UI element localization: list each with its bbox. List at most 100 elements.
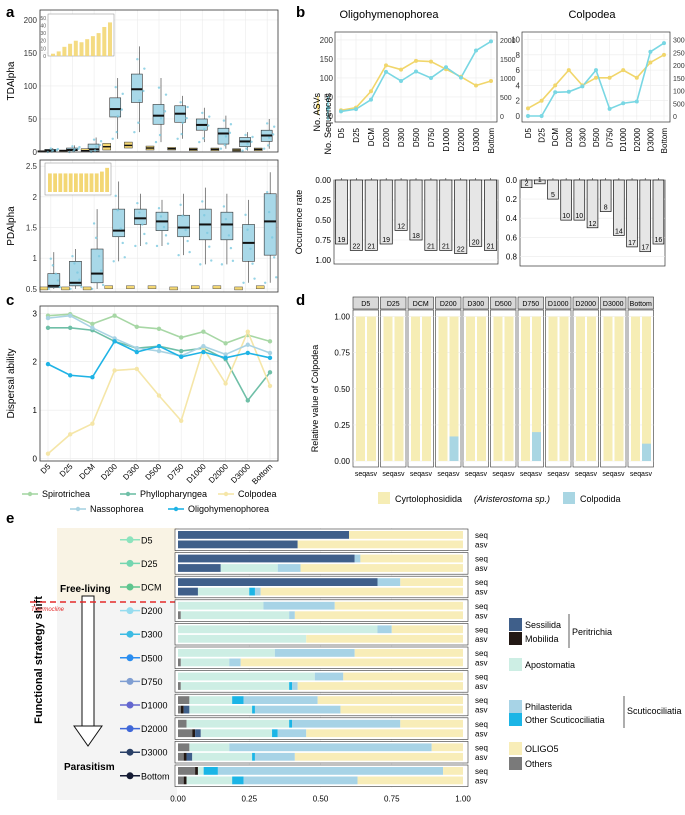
segment-philasterida — [229, 743, 432, 752]
seq-point — [339, 109, 343, 114]
data-point — [180, 132, 183, 136]
data-point — [93, 149, 97, 152]
x-tick-label: Bottom — [250, 462, 275, 487]
legend-dot — [223, 491, 229, 497]
box-D200 — [112, 208, 126, 238]
cyrtolophosidida-bar — [642, 316, 651, 461]
box-D500 — [152, 104, 165, 125]
data-point — [245, 147, 248, 150]
occurrence-bar — [626, 179, 638, 248]
left-tick: 0 — [329, 112, 334, 121]
x-tick-label: D300 — [578, 127, 587, 147]
seq-point — [553, 90, 558, 95]
box-D5 — [47, 273, 61, 289]
legend-dot — [75, 506, 81, 512]
y-axis-label: Functional strategy shift — [33, 596, 45, 724]
row-type-label: seq — [475, 743, 488, 752]
segment-mobilida — [192, 729, 196, 738]
data-point — [177, 253, 180, 257]
left-tick: 50 — [324, 93, 333, 102]
segment-philasterida — [254, 752, 295, 761]
bar-label: 17 — [641, 245, 649, 252]
segment-oligo5 — [297, 540, 463, 549]
x-tick-label: D5 — [337, 127, 346, 138]
cyrtolophosidida-bar — [449, 316, 459, 461]
data-point — [159, 215, 163, 218]
x-tick-label: D300 — [397, 127, 406, 147]
data-point — [134, 244, 137, 248]
segment-philasterida — [314, 672, 344, 681]
plot-frame — [39, 159, 279, 293]
data-point — [138, 211, 141, 214]
depth-label: D5 — [141, 535, 153, 545]
data-point — [201, 111, 204, 115]
row-type-label: asv — [475, 541, 487, 550]
x-tick-label: D5 — [524, 127, 533, 138]
cyrtolophosidida-bar — [477, 316, 486, 461]
x-tick-label: asv — [504, 471, 515, 478]
facet-strip — [352, 296, 379, 310]
seq-point — [444, 65, 448, 70]
data-point — [265, 122, 269, 125]
data-point — [73, 262, 76, 265]
segment-oligo5 — [360, 554, 463, 563]
depth-label: DCM — [141, 583, 162, 593]
data-point — [92, 222, 96, 225]
inset-tick: 20 — [40, 39, 46, 45]
data-point — [219, 147, 223, 150]
data-point — [97, 255, 101, 258]
thermocline-label: Thermocline — [31, 607, 65, 613]
inset-bar — [74, 173, 78, 192]
x-tick-label: seq — [520, 471, 531, 478]
series-point-colpodea — [90, 421, 95, 426]
y-tick-label: 0 — [33, 148, 38, 157]
data-point — [50, 150, 54, 153]
legend-swatch-mobilida — [509, 632, 522, 645]
row-type-label: seq — [475, 531, 488, 540]
box-DCM — [87, 143, 100, 152]
segment-sessilida — [195, 729, 201, 738]
data-point — [181, 214, 184, 218]
segment-mobilida — [183, 776, 187, 785]
data-point — [143, 67, 146, 70]
seq-point — [594, 68, 598, 73]
row-type-label: seq — [475, 649, 488, 658]
y-tick-label: 0.00 — [334, 457, 350, 466]
bar-label: 19 — [382, 237, 390, 244]
facet-strip — [545, 296, 572, 310]
bar-label: 12 — [397, 223, 405, 230]
series-point-oligohymenophorea — [112, 339, 117, 344]
cyrtolophosidida-bar — [383, 316, 393, 461]
inset-bar — [105, 167, 109, 192]
data-point — [155, 244, 159, 248]
depth-marker-dot — [126, 725, 134, 733]
data-point — [271, 133, 275, 136]
box-D300 — [134, 208, 147, 225]
segment-mobilida — [183, 752, 187, 761]
occurrence-bar — [424, 179, 438, 251]
cyrtolophosidida-bar — [548, 316, 558, 461]
bar-label: 19 — [338, 237, 346, 244]
cyrtolophosidida-bar — [356, 316, 365, 461]
yellow-box-D5 — [39, 286, 49, 291]
segment-other_scutico — [232, 696, 244, 704]
segment-philasterida — [263, 601, 335, 610]
facet-label: Bottom — [630, 301, 652, 308]
x-tick-label: D750 — [606, 127, 615, 147]
facet-strip — [627, 296, 654, 310]
bar-label: 5 — [551, 192, 555, 199]
segment-oligo5 — [294, 611, 463, 620]
series-point-colpodea — [245, 329, 250, 334]
segment-oligo5 — [354, 649, 463, 657]
legend-label-cyrtolophosidida: Cyrtolophosidida — [395, 494, 462, 504]
plot-frame — [39, 305, 279, 462]
row-type-label: asv — [475, 564, 487, 573]
asv-point — [553, 83, 558, 88]
data-point — [136, 58, 139, 61]
data-point — [119, 227, 122, 230]
segment-sessilida — [178, 578, 378, 586]
legend-dot — [27, 491, 33, 497]
facet-strip — [407, 296, 434, 310]
data-point — [133, 130, 136, 134]
data-point — [98, 143, 102, 147]
